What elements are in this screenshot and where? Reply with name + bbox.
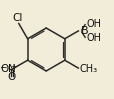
Text: O: O: [8, 72, 16, 82]
Text: OH: OH: [85, 33, 100, 43]
Text: N: N: [8, 64, 16, 74]
Text: −: −: [0, 62, 7, 71]
Text: Cl: Cl: [13, 13, 23, 23]
Text: B: B: [80, 26, 88, 36]
Text: OH: OH: [85, 19, 100, 29]
Text: O: O: [0, 64, 9, 74]
Text: +: +: [10, 64, 16, 70]
Text: CH₃: CH₃: [79, 64, 97, 74]
